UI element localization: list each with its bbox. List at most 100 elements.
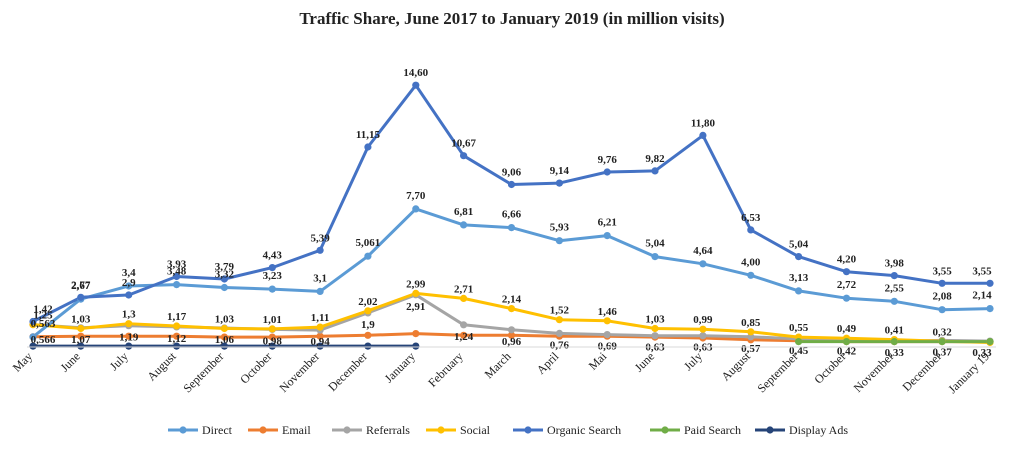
- legend-marker-paid-search: [661, 426, 669, 434]
- data-label-social-17: 0,49: [837, 323, 857, 335]
- x-tick-label-17: October: [811, 349, 848, 386]
- data-label-referrals-14: 0,63: [693, 342, 713, 354]
- data-label-referrals-5: 0,98: [263, 335, 283, 347]
- point-display-ads-1: [77, 342, 85, 350]
- data-label-direct-7: 5,061: [356, 237, 381, 249]
- point-referrals-15: [747, 333, 755, 341]
- x-tick-label-18: November: [851, 349, 897, 395]
- point-organic-search-1: [77, 293, 85, 301]
- point-referrals-12: [603, 331, 611, 339]
- point-display-ads-4: [220, 342, 228, 350]
- point-email-5: [268, 333, 276, 341]
- data-label-organic-search-8: 14,60: [403, 67, 428, 79]
- legend-label-display-ads: Display Ads: [789, 423, 848, 437]
- point-organic-search-4: [220, 275, 228, 283]
- point-social-11: [555, 316, 564, 324]
- legend-label-email: Email: [282, 423, 311, 437]
- x-tick-label-16: September: [755, 349, 801, 395]
- data-label-direct-14: 4,64: [693, 245, 713, 257]
- point-organic-search-15: [747, 226, 755, 234]
- point-referrals-9: [460, 321, 468, 329]
- data-label-referrals-13: 0,63: [645, 342, 665, 354]
- data-label-organic-search-15: 6,53: [741, 212, 761, 224]
- data-label-organic-search-11: 9,14: [550, 165, 570, 177]
- point-social-5: [268, 325, 276, 333]
- point-direct-15: [747, 271, 755, 279]
- point-direct-13: [651, 253, 659, 261]
- data-label-organic-search-20: 3,55: [972, 265, 992, 277]
- data-label-social-11: 1,52: [550, 305, 570, 317]
- data-label-direct-4: 3,32: [215, 269, 235, 281]
- point-direct-17: [842, 294, 851, 302]
- point-email-7: [364, 331, 372, 339]
- point-display-ads-6: [316, 342, 324, 350]
- point-organic-search-7: [364, 143, 372, 151]
- data-label-organic-search-1: 2,77: [71, 279, 91, 291]
- data-label-social-2: 1,3: [122, 309, 136, 321]
- data-label-social-1: 1,03: [71, 314, 91, 326]
- data-label-social-14: 0,99: [693, 314, 713, 326]
- x-tick-label-8: January: [382, 349, 418, 385]
- data-label-direct-18: 2,55: [885, 282, 905, 294]
- data-label-direct-0: 0,563: [31, 318, 56, 330]
- data-label-direct-12: 6,21: [598, 217, 617, 229]
- point-display-ads-2: [125, 342, 133, 350]
- data-label-direct-15: 4,00: [741, 256, 761, 268]
- point-referrals-13: [651, 332, 659, 340]
- legend-marker-referrals: [343, 426, 351, 434]
- x-tick-label-4: September: [180, 349, 226, 395]
- data-label-referrals-19: 0,37: [932, 346, 952, 358]
- point-direct-4: [220, 283, 228, 292]
- point-social-3: [173, 322, 181, 330]
- point-social-14: [699, 325, 707, 333]
- point-direct-18: [890, 297, 898, 305]
- data-label-organic-search-19: 3,55: [932, 265, 952, 277]
- chart-title: Traffic Share, June 2017 to January 2019…: [299, 9, 724, 28]
- point-social-6: [316, 323, 324, 331]
- data-label-social-3: 1,17: [167, 311, 187, 323]
- point-email-8: [412, 330, 420, 338]
- point-email-1: [77, 332, 85, 340]
- point-organic-search-18: [890, 272, 898, 280]
- data-label-email-0: 0,566: [31, 334, 56, 346]
- x-tick-label-1: June: [57, 349, 82, 374]
- x-tick-label-19: December: [899, 349, 944, 394]
- legend-marker-display-ads: [766, 426, 774, 434]
- data-label-social-6: 1,11: [311, 312, 330, 324]
- data-label-social-15: 0,85: [741, 317, 761, 329]
- point-organic-search-12: [603, 168, 611, 176]
- point-email-2: [125, 332, 133, 340]
- point-social-1: [77, 324, 85, 333]
- point-referrals-10: [507, 326, 516, 334]
- data-label-direct-9: 6,81: [454, 206, 473, 218]
- legend-label-social: Social: [460, 423, 491, 437]
- data-label-direct-1: 2,67: [71, 280, 91, 292]
- point-paid-search-19: [938, 338, 946, 346]
- data-label-direct-20: 2,14: [972, 290, 992, 302]
- point-social-9: [460, 294, 468, 302]
- point-organic-search-20: [986, 279, 994, 287]
- data-label-organic-search-13: 9,82: [645, 153, 665, 165]
- legend-marker-social: [437, 426, 445, 434]
- point-direct-10: [507, 224, 516, 232]
- point-referrals-14: [699, 332, 707, 340]
- data-label-social-16: 0,55: [789, 322, 809, 334]
- point-direct-9: [460, 221, 468, 229]
- data-label-social-7: 2,02: [358, 296, 378, 308]
- x-tick-label-0: May: [10, 349, 35, 374]
- data-label-organic-search-16: 5,04: [789, 239, 809, 251]
- data-label-referrals-1: 1,07: [71, 334, 91, 346]
- point-organic-search-19: [938, 279, 946, 287]
- point-direct-16: [795, 287, 803, 295]
- data-label-social-19: 0,32: [932, 326, 952, 338]
- point-direct-12: [603, 232, 611, 240]
- point-paid-search-17: [842, 338, 851, 346]
- point-organic-search-10: [507, 180, 516, 189]
- x-tick-label-10: March: [482, 349, 514, 381]
- data-label-organic-search-12: 9,76: [598, 154, 618, 166]
- data-label-referrals-9: 1,24: [454, 331, 474, 343]
- point-paid-search-18: [890, 338, 898, 346]
- point-display-ads-7: [364, 342, 372, 350]
- data-label-direct-2: 3,4: [122, 267, 136, 279]
- point-display-ads-0: [29, 342, 37, 350]
